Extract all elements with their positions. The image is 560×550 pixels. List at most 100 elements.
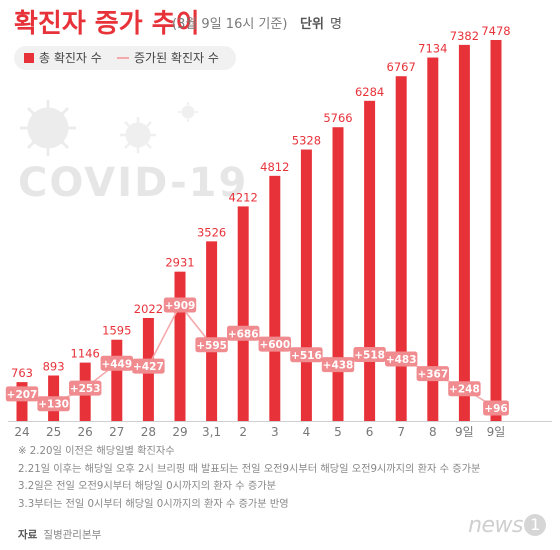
bar-value-label: 6767 — [387, 60, 416, 74]
x-tick-label: 2 — [239, 425, 247, 439]
plot-area: 763248932511462615952720222829312935263,… — [5, 24, 552, 439]
increase-value-label: +207 — [7, 389, 38, 401]
bar — [300, 149, 312, 421]
virus-icon — [20, 100, 76, 156]
bar — [427, 57, 439, 421]
footnotes: ※ 2.20일 이전은 해당일별 확진자수 2.21일 이후는 해당일 오후 2… — [18, 443, 538, 513]
bar — [174, 271, 186, 421]
x-tick-label: 28 — [141, 425, 156, 439]
legend-label-increase: 증가된 확진자 수 — [134, 51, 219, 65]
x-tick-label: 9일 — [455, 425, 474, 439]
increase-value-label: +483 — [386, 354, 417, 366]
increase-value-label: +130 — [38, 399, 69, 411]
virus-icon-small — [120, 117, 156, 153]
bar — [111, 339, 123, 421]
increase-value-label: +248 — [449, 384, 480, 396]
increase-value-label: +516 — [291, 350, 322, 362]
x-tick-label: 24 — [14, 425, 29, 439]
increase-badge — [5, 386, 39, 402]
increase-badge — [258, 336, 291, 352]
x-tick-label: 3 — [271, 425, 279, 439]
chart: COVID-19 확진자 증가 추이 (3월 9일 16시 기준) 단위 명 총… — [5, 9, 552, 439]
bar-value-label: 893 — [43, 360, 65, 374]
footnote-line: 3.3부터는 전일 0시부터 해당일 0시까지의 환자 수 증가분 반영 — [18, 498, 289, 510]
page-title: 확진자 증가 추이 — [14, 9, 200, 39]
bar — [395, 76, 407, 421]
bar-value-label: 1146 — [71, 347, 100, 361]
increase-badge — [195, 337, 228, 353]
x-tick-label: 25 — [46, 425, 61, 439]
x-tick-label: 4 — [303, 425, 311, 439]
increase-value-label: +909 — [165, 300, 196, 312]
increase-value-label: +600 — [259, 339, 290, 351]
virus-icon-tiny — [178, 102, 198, 122]
source-label: 자료 — [18, 529, 38, 541]
bar-value-label: 763 — [11, 366, 33, 380]
unit-label: 단위 — [300, 16, 324, 32]
footnote-line: 3.2일은 전일 오전9시부터 해당일 0시까지의 환자 수 증가분 — [18, 481, 277, 492]
x-tick-label: 8 — [429, 425, 437, 439]
bar-value-label: 3526 — [197, 225, 226, 239]
covid-watermark: COVID-19 — [18, 160, 248, 206]
increase-badge — [163, 297, 197, 313]
increase-badge — [385, 351, 418, 367]
subtitle: (3월 9일 16시 기준) — [172, 17, 287, 32]
bar-value-label: 7134 — [418, 42, 447, 56]
increase-badge — [290, 347, 323, 363]
increase-badge — [483, 400, 509, 416]
bar — [206, 241, 218, 421]
x-tick-label: 6 — [366, 425, 374, 439]
bar-value-label: 1595 — [102, 324, 131, 338]
bar-value-label: 7478 — [481, 24, 510, 38]
bar-value-label: 2022 — [134, 302, 163, 316]
logo-mark: 1 — [524, 514, 546, 536]
increase-badge — [227, 325, 260, 341]
increase-badge — [353, 347, 386, 363]
increase-value-label: +253 — [70, 383, 101, 395]
legend-label-total: 총 확진자 수 — [39, 51, 102, 65]
increase-value-label: +686 — [228, 328, 259, 340]
bar-value-label: 2931 — [165, 256, 194, 270]
increase-value-label: +438 — [323, 360, 354, 372]
bar — [364, 100, 376, 421]
increase-value-label: +96 — [484, 403, 507, 415]
bar-value-label: 6284 — [355, 85, 384, 99]
increase-badge — [132, 358, 165, 374]
source-value: 질병관리본부 — [43, 529, 102, 541]
footnote-line: 2.21일 이후는 해당일 오후 2시 브리핑 때 발표되는 전일 오전9시부터… — [18, 463, 481, 475]
legend: 총 확진자 수 증가된 확진자 수 — [14, 46, 236, 70]
bar-value-label: 4812 — [260, 160, 289, 174]
x-tick-label: 3,1 — [202, 425, 221, 439]
news1-logo: news 1 — [468, 513, 546, 538]
increase-badge — [416, 366, 449, 382]
x-tick-label: 5 — [334, 425, 342, 439]
x-tick-label: 7 — [397, 425, 405, 439]
x-tick-label: 9일 — [487, 425, 506, 439]
increase-badge — [448, 381, 481, 397]
bar — [269, 175, 281, 421]
increase-value-label: +518 — [354, 350, 385, 362]
source: 자료 질병관리본부 — [18, 527, 101, 542]
increase-value-label: +427 — [133, 361, 164, 373]
increase-value-label: +449 — [101, 358, 132, 370]
bar — [237, 206, 249, 421]
bar — [458, 44, 470, 422]
x-tick-label: 29 — [172, 425, 187, 439]
footnote-line: ※ 2.20일 이전은 해당일별 확진자수 — [18, 446, 175, 457]
bar-value-label: 4212 — [229, 190, 258, 204]
increase-badge — [69, 380, 102, 396]
increase-badge — [100, 355, 133, 371]
bar-value-label: 5328 — [292, 134, 321, 148]
x-tick-label: 26 — [78, 425, 93, 439]
bar — [490, 40, 502, 421]
bar — [332, 127, 344, 421]
bar-value-label: 5766 — [323, 111, 352, 125]
x-tick-label: 27 — [109, 425, 124, 439]
increase-value-label: +595 — [196, 340, 227, 352]
bar-value-label: 7382 — [450, 29, 479, 43]
increase-badge — [321, 357, 355, 373]
legend-swatch-total — [24, 53, 34, 63]
bar — [16, 382, 28, 421]
increase-badge — [37, 396, 70, 412]
logo-text: news — [468, 513, 523, 538]
